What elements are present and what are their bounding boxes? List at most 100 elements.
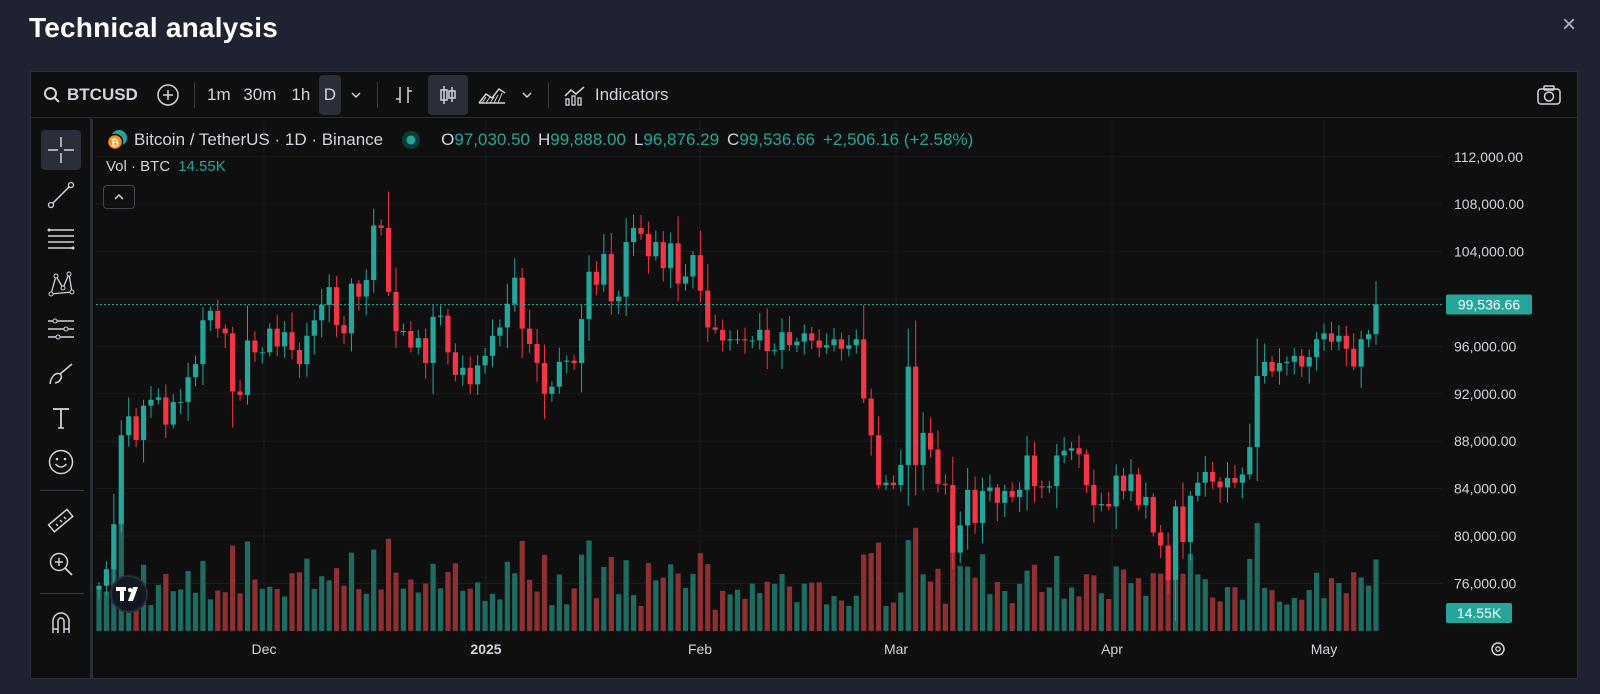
indicators-button[interactable]: Indicators bbox=[555, 75, 677, 115]
price-tick-label: 104,000.00 bbox=[1454, 244, 1524, 260]
low-value: 96,876.29 bbox=[643, 130, 720, 149]
tradingview-logo-icon[interactable] bbox=[110, 575, 148, 613]
fib-tool-button[interactable] bbox=[41, 219, 81, 259]
close-icon[interactable]: × bbox=[1561, 11, 1576, 38]
zoom-in-tool-button[interactable] bbox=[41, 544, 81, 584]
last-price-badge-label: 99,536.66 bbox=[1458, 296, 1520, 312]
volume-bar bbox=[408, 579, 414, 631]
interval-dropdown-button[interactable] bbox=[341, 75, 371, 115]
candle-body bbox=[831, 339, 837, 346]
candle-body bbox=[148, 399, 154, 406]
candle-body bbox=[333, 287, 340, 326]
candle-body bbox=[541, 363, 548, 394]
volume-bar bbox=[1306, 590, 1312, 631]
toolbar-divider bbox=[376, 81, 378, 108]
volume-bar bbox=[163, 573, 169, 631]
svg-text:₿: ₿ bbox=[111, 137, 119, 149]
volume-bar bbox=[1039, 592, 1045, 631]
candle-body bbox=[846, 345, 852, 349]
chart-pane[interactable]: 112,000.00108,000.00104,000.00100,000.00… bbox=[96, 119, 1577, 679]
candle-body bbox=[1098, 504, 1104, 506]
interval-d[interactable]: D bbox=[318, 74, 341, 115]
candle-body bbox=[905, 366, 911, 465]
candle-body bbox=[400, 331, 407, 332]
volume-bar bbox=[1195, 574, 1201, 631]
volume-bar bbox=[630, 595, 637, 631]
measure-tool-button[interactable] bbox=[41, 501, 81, 541]
candle-body bbox=[1128, 474, 1134, 491]
indicators-icon bbox=[564, 85, 585, 106]
candle-body bbox=[341, 325, 347, 334]
candle-body bbox=[126, 416, 132, 436]
volume-bar bbox=[1232, 587, 1238, 631]
candle-body bbox=[593, 271, 600, 285]
compare-symbol-button[interactable] bbox=[148, 75, 188, 115]
candle-body bbox=[140, 405, 147, 441]
crosshair-icon bbox=[48, 137, 74, 163]
volume-bar bbox=[445, 571, 451, 631]
volume-bar bbox=[861, 554, 867, 631]
candle-body bbox=[920, 432, 926, 465]
candle-body bbox=[103, 569, 110, 586]
toolbar-divider bbox=[40, 490, 84, 491]
volume-bar bbox=[1299, 599, 1305, 631]
time-tick-label: Feb bbox=[688, 641, 712, 657]
candle-body bbox=[415, 338, 421, 348]
candles-style-button[interactable] bbox=[427, 74, 468, 115]
symbol-search-button[interactable]: BTCUSD bbox=[31, 75, 148, 115]
screenshot-button[interactable] bbox=[1529, 75, 1569, 115]
chart-toolbar: BTCUSD 1m 30m 1h D Indicators bbox=[31, 72, 1577, 118]
volume-bar bbox=[1143, 595, 1149, 631]
volume-bar bbox=[697, 553, 703, 631]
volume-bar bbox=[942, 603, 948, 631]
candle-body bbox=[712, 327, 718, 330]
candle-body bbox=[898, 464, 904, 486]
magnet-tool-button[interactable] bbox=[41, 603, 81, 643]
interval-1m[interactable]: 1m bbox=[207, 84, 231, 104]
price-chart[interactable]: 112,000.00108,000.00104,000.00100,000.00… bbox=[96, 119, 1577, 679]
volume-bar bbox=[378, 589, 384, 631]
brush-tool-button[interactable] bbox=[41, 354, 81, 394]
volume-bar bbox=[1276, 601, 1283, 631]
bars-style-button[interactable] bbox=[384, 75, 424, 115]
volume-bar bbox=[482, 600, 488, 631]
candle-body bbox=[757, 329, 763, 341]
volume-bar bbox=[1365, 585, 1372, 631]
candle-body bbox=[1068, 448, 1075, 451]
chart-style-dropdown-button[interactable] bbox=[512, 75, 542, 115]
indicators-label: Indicators bbox=[594, 84, 669, 104]
interval-1h[interactable]: 1h bbox=[291, 84, 311, 104]
prediction-tool-button[interactable] bbox=[41, 309, 81, 349]
smiley-icon bbox=[48, 449, 74, 475]
candle-body bbox=[230, 333, 236, 392]
candle-body bbox=[1143, 496, 1149, 506]
trend-line-tool-button[interactable] bbox=[41, 175, 81, 215]
candle-body bbox=[326, 287, 332, 305]
volume-bar bbox=[1098, 593, 1104, 631]
volume-bar bbox=[898, 592, 904, 631]
candle-body bbox=[749, 340, 755, 342]
candle-body bbox=[178, 402, 184, 404]
collapse-legend-button[interactable] bbox=[103, 185, 135, 209]
candle-body bbox=[608, 253, 614, 302]
candle-body bbox=[1150, 496, 1156, 533]
chevron-down-icon bbox=[522, 91, 532, 98]
volume-bar bbox=[415, 592, 421, 631]
emoji-tool-button[interactable] bbox=[41, 442, 81, 482]
area-style-button[interactable] bbox=[472, 75, 512, 115]
candle-body bbox=[957, 525, 963, 553]
volume-bar bbox=[1269, 590, 1275, 631]
candle-body bbox=[371, 225, 377, 281]
text-tool-button[interactable] bbox=[41, 398, 81, 438]
candle-body bbox=[809, 333, 815, 341]
crosshair-tool-button[interactable] bbox=[41, 130, 81, 170]
price-tick-label: 92,000.00 bbox=[1454, 386, 1516, 402]
volume-bar bbox=[363, 593, 369, 631]
interval-30m[interactable]: 30m bbox=[243, 84, 277, 104]
volume-bar bbox=[586, 540, 592, 631]
pattern-tool-button[interactable] bbox=[41, 264, 81, 304]
volume-bar bbox=[757, 593, 763, 631]
volume-bar bbox=[883, 606, 889, 631]
open-label: O bbox=[441, 130, 455, 149]
market-status-icon[interactable] bbox=[401, 130, 421, 150]
